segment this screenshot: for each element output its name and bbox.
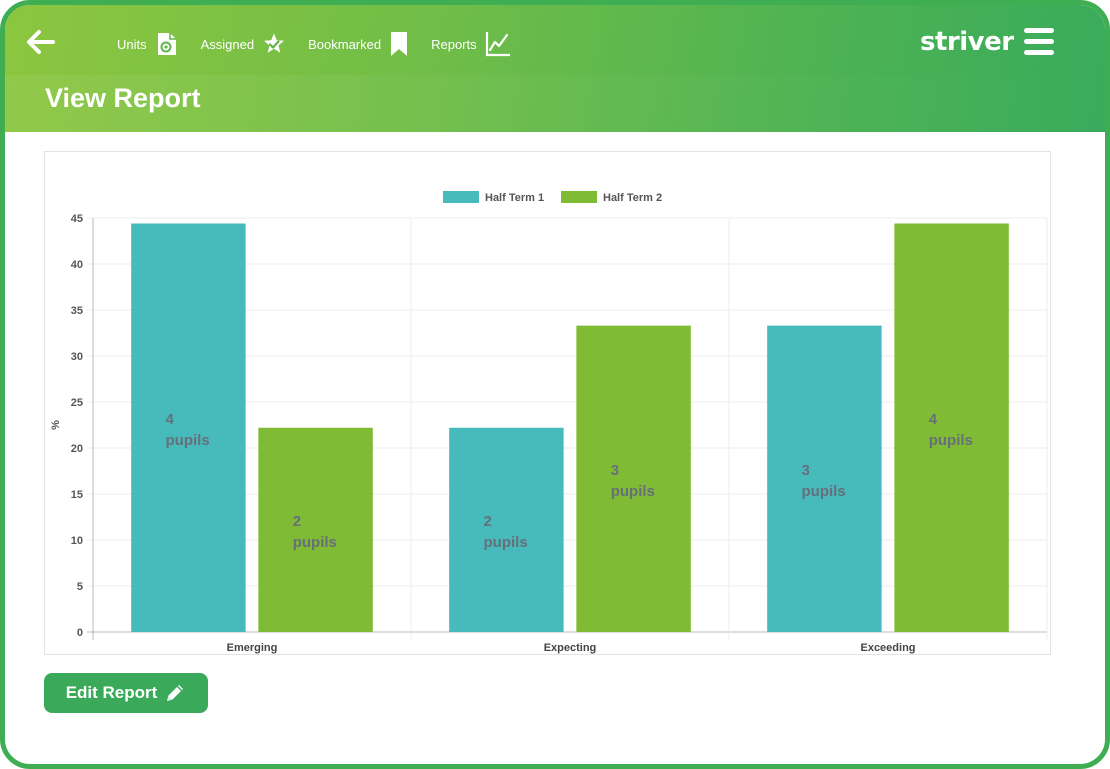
y-tick-label: 35 xyxy=(71,305,83,317)
y-tick-label: 5 xyxy=(77,581,83,593)
pencil-icon xyxy=(167,685,184,701)
bookmark-icon xyxy=(391,32,408,56)
y-tick-label: 20 xyxy=(71,443,83,455)
bar-chart: 0 5 10 15 20 25 30 35 40 45% 4 pupils 2 pupils Emergin… xyxy=(50,191,1048,654)
nav-label: Reports xyxy=(431,36,477,52)
bar-half-term-1 xyxy=(449,427,564,632)
top-nav: Units Assigned Bookmarked xyxy=(117,27,533,61)
y-tick-label: 0 xyxy=(77,627,83,639)
x-tick-label: Expecting xyxy=(544,642,597,654)
nav-label: Bookmarked xyxy=(308,36,382,52)
bar-half-term-2 xyxy=(258,427,373,632)
units-icon xyxy=(157,33,176,55)
bar-label-count: 2 xyxy=(293,513,301,530)
y-tick-label: 30 xyxy=(71,351,83,363)
assigned-icon xyxy=(264,33,285,53)
bar-label-unit: pupils xyxy=(484,534,528,551)
legend-swatch xyxy=(561,191,597,203)
nav-assigned[interactable]: Assigned xyxy=(201,32,286,56)
edit-report-button[interactable]: Edit Report xyxy=(44,673,208,713)
edit-report-label: Edit Report xyxy=(65,683,158,702)
x-tick-label: Emerging xyxy=(227,642,278,654)
legend-swatch xyxy=(443,191,479,203)
y-axis-label: % xyxy=(50,420,62,430)
y-tick-label: 10 xyxy=(71,535,83,547)
bar-label-count: 2 xyxy=(484,513,492,530)
bar-label-unit: pupils xyxy=(611,483,655,500)
bar-label-count: 3 xyxy=(802,462,810,479)
bar-label-unit: pupils xyxy=(166,432,210,449)
legend-label: Half Term 2 xyxy=(603,192,662,204)
legend-label: Half Term 1 xyxy=(485,192,544,204)
y-tick-label: 40 xyxy=(71,259,83,271)
hamburger-menu-icon[interactable] xyxy=(1023,28,1054,56)
bar-label-unit: pupils xyxy=(293,534,337,551)
y-tick-label: 45 xyxy=(71,213,83,225)
back-arrow-icon[interactable] xyxy=(23,25,57,59)
nav-bookmarked[interactable]: Bookmarked xyxy=(308,31,409,57)
striver-logo: striver xyxy=(920,27,1014,57)
bar-half-term-2 xyxy=(894,223,1009,632)
report-chart: 0 5 10 15 20 25 30 35 40 45% 4 pupils 2 pupils Emergin… xyxy=(44,151,1051,655)
bar-half-term-1 xyxy=(767,325,882,632)
page-title: View Report xyxy=(45,83,201,113)
header-bar: Units Assigned Bookmarked xyxy=(5,5,1105,132)
nav-reports[interactable]: Reports xyxy=(431,31,511,57)
y-tick-label: 15 xyxy=(71,489,83,501)
reports-chart-icon xyxy=(485,32,510,57)
x-tick-label: Exceeding xyxy=(860,642,915,654)
bar-label-count: 3 xyxy=(611,462,619,479)
nav-label: Units xyxy=(117,36,147,52)
bar-half-term-2 xyxy=(576,325,691,632)
nav-units[interactable]: Units xyxy=(117,31,179,57)
bar-label-count: 4 xyxy=(166,411,175,428)
nav-label: Assigned xyxy=(200,36,255,52)
bar-label-unit: pupils xyxy=(802,483,846,500)
bar-label-count: 4 xyxy=(929,411,938,428)
brand: striver xyxy=(920,27,1054,57)
y-tick-label: 25 xyxy=(71,397,83,409)
bar-half-term-1 xyxy=(131,223,246,632)
bar-label-unit: pupils xyxy=(929,432,973,449)
